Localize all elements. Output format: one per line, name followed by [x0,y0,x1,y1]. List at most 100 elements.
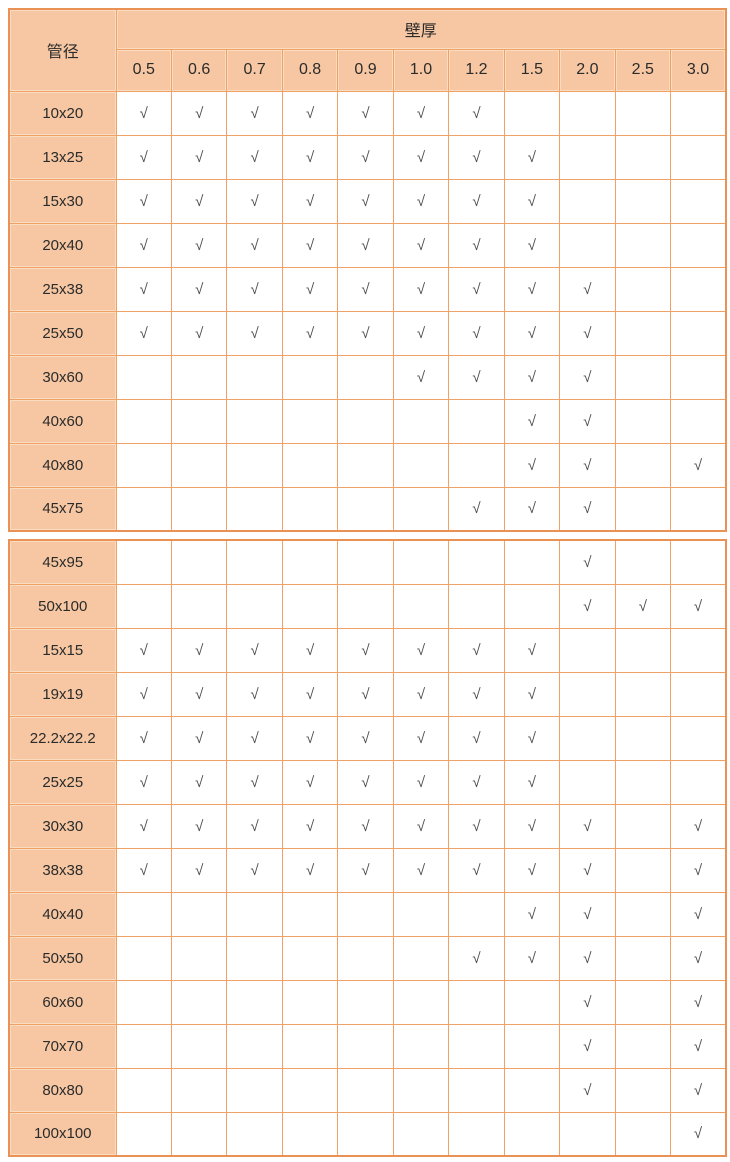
check-cell-checked: √ [392,134,450,180]
pipe-size-label: 19x19 [8,671,117,717]
check-cell-checked: √ [337,759,394,805]
pipe-size-label: 15x15 [8,627,117,673]
check-cell-checked: √ [503,178,561,224]
check-cell-empty [614,891,672,937]
check-cell-checked: √ [115,178,172,224]
check-cell-empty [614,671,672,717]
check-cell-checked: √ [448,310,505,356]
check-cell-checked: √ [115,803,172,849]
check-cell-checked: √ [559,847,616,893]
check-cell-empty [614,398,672,444]
check-cell-empty [392,979,450,1025]
check-cell-empty [281,539,339,585]
table-body-section-2: 45x95 √ 50x100 √ √ √ 15x15 √ √ √ √ √ √ √ √ 19x19 √ √ √ √ √ √ √… [8,539,727,1157]
check-cell-checked: √ [392,627,450,673]
check-cell-checked: √ [559,398,616,444]
check-cell-empty [392,442,450,488]
check-cell-empty [281,1023,339,1069]
pipe-size-label: 100x100 [8,1111,117,1157]
check-cell-empty [670,222,727,268]
check-cell-checked: √ [559,354,616,400]
pipe-size-label: 40x80 [8,442,117,488]
check-cell-checked: √ [337,266,394,312]
pipe-size-label: 15x30 [8,178,117,224]
check-cell-checked: √ [226,803,283,849]
pipe-size-label: 30x60 [8,354,117,400]
check-cell-empty [614,354,672,400]
check-cell-empty [614,1111,672,1157]
table-row: 40x60 √ √ [8,398,727,444]
check-cell-empty [170,398,228,444]
check-cell-empty [392,1111,450,1157]
check-cell-checked: √ [503,310,561,356]
check-cell-empty [337,442,394,488]
check-cell-checked: √ [170,266,228,312]
check-cell-empty [281,935,339,981]
thickness-header-1.2: 1.2 [448,48,505,92]
check-cell-checked: √ [337,803,394,849]
check-cell-checked: √ [559,891,616,937]
check-cell-empty [170,935,228,981]
check-cell-empty [614,1067,672,1113]
table-row: 30x60 √ √ √ √ [8,354,727,400]
check-cell-checked: √ [503,222,561,268]
check-cell-empty [614,935,672,981]
pipe-size-label: 10x20 [8,90,117,136]
pipe-size-label: 38x38 [8,847,117,893]
check-cell-empty [392,1023,450,1069]
check-cell-checked: √ [115,847,172,893]
check-cell-empty [614,1023,672,1069]
table-body-section-1: 10x20 √ √ √ √ √ √ √ 13x25 √ √ √ √ √ √ √ √ 15x30 √ √ √ √ √ √ √ √ 20… [8,90,727,532]
check-cell-empty [226,354,283,400]
table-row: 15x15 √ √ √ √ √ √ √ √ [8,627,727,673]
check-cell-checked: √ [559,486,616,532]
check-cell-empty [503,90,561,136]
check-cell-empty [448,398,505,444]
check-cell-empty [614,310,672,356]
check-cell-checked: √ [115,715,172,761]
check-cell-checked: √ [115,266,172,312]
table-row: 15x30 √ √ √ √ √ √ √ √ [8,178,727,224]
check-cell-checked: √ [559,266,616,312]
check-cell-checked: √ [337,847,394,893]
check-cell-checked: √ [392,759,450,805]
check-cell-checked: √ [503,671,561,717]
check-cell-empty [614,90,672,136]
check-cell-checked: √ [337,715,394,761]
check-cell-checked: √ [559,442,616,488]
pipe-size-label: 20x40 [8,222,117,268]
thickness-header-0.6: 0.6 [170,48,228,92]
pipe-size-label: 25x38 [8,266,117,312]
check-cell-empty [559,178,616,224]
table-row: 50x50 √ √ √ √ [8,935,727,981]
check-cell-empty [337,935,394,981]
check-cell-checked: √ [670,1111,727,1157]
section-divider-gap [8,532,727,539]
check-cell-empty [392,486,450,532]
check-cell-checked: √ [503,803,561,849]
check-cell-empty [281,1067,339,1113]
check-cell-empty [614,539,672,585]
check-cell-empty [559,1111,616,1157]
check-cell-empty [170,354,228,400]
pipe-size-label: 30x30 [8,803,117,849]
check-cell-checked: √ [281,222,339,268]
table-row: 10x20 √ √ √ √ √ √ √ [8,90,727,136]
pipe-spec-table-section-1: 管径 壁厚 0.5 0.6 0.7 0.8 0.9 1.0 1.2 1.5 2.0 2.5 3.0 … [8,8,727,532]
check-cell-checked: √ [170,178,228,224]
check-cell-empty [115,1067,172,1113]
check-cell-checked: √ [559,979,616,1025]
table-header: 管径 壁厚 0.5 0.6 0.7 0.8 0.9 1.0 1.2 1.5 2.0 2.5 3.0 [8,8,727,92]
check-cell-empty [614,442,672,488]
check-cell-empty [337,891,394,937]
thickness-header-1.0: 1.0 [392,48,450,92]
check-cell-checked: √ [170,715,228,761]
check-cell-empty [226,442,283,488]
table-row: 38x38 √ √ √ √ √ √ √ √ √ √ [8,847,727,893]
check-cell-empty [670,178,727,224]
check-cell-checked: √ [392,222,450,268]
thickness-header-1.5: 1.5 [503,48,561,92]
check-cell-checked: √ [448,803,505,849]
check-cell-checked: √ [170,90,228,136]
check-cell-checked: √ [392,178,450,224]
